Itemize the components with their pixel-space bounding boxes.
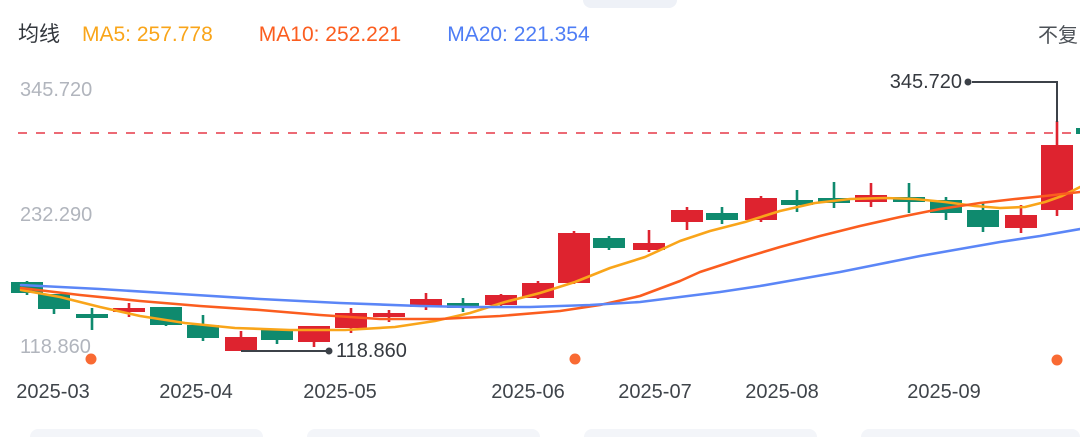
next-candle-edge-tick <box>1076 128 1080 134</box>
candle-body-10 <box>373 313 405 317</box>
low-annotation-dot <box>325 347 333 355</box>
candle-body-7 <box>261 330 293 340</box>
ma-line-MA5 <box>19 185 1080 332</box>
low-price-annotation: 118.860 <box>336 340 407 362</box>
y-axis-label-0: 345.720 <box>20 79 93 101</box>
ma-legend-title: 均线 <box>18 23 60 46</box>
candle-body-15 <box>558 233 590 283</box>
x-axis-label-2025-03: 2025-03 <box>16 381 90 403</box>
candle-body-28 <box>1041 145 1073 210</box>
candle-body-17 <box>633 243 665 250</box>
x-axis-label-2025-09: 2025-09 <box>907 381 981 403</box>
bottom-pill-button-3[interactable] <box>861 429 1080 437</box>
x-axis-label-2025-06: 2025-06 <box>491 381 565 403</box>
high-annotation-connector <box>972 81 1058 122</box>
candle-body-19 <box>706 213 738 220</box>
high-price-annotation: 345.720 <box>889 71 962 93</box>
candle-body-26 <box>967 210 999 227</box>
candle-body-18 <box>671 210 703 222</box>
ma-legend: 均线 MA5: 257.778 MA10: 252.221 MA20: 221.… <box>18 23 636 47</box>
candle-body-11 <box>410 299 442 307</box>
candle-body-8 <box>298 326 330 342</box>
bottom-pill-button-0[interactable] <box>30 429 263 437</box>
candle-body-12 <box>447 303 479 308</box>
x-axis-label-2025-05: 2025-05 <box>303 381 377 403</box>
candle-body-6 <box>225 337 257 351</box>
ma-line-MA20 <box>19 227 1080 309</box>
x-axis-label-2025-07: 2025-07 <box>618 381 692 403</box>
ma-line-MA10 <box>19 190 1080 321</box>
candle-body-27 <box>1005 215 1037 228</box>
adjust-mode-button[interactable]: 不复 <box>1038 25 1078 47</box>
x-axis-label-2025-04: 2025-04 <box>159 381 233 403</box>
bottom-pill-button-2[interactable] <box>584 429 817 437</box>
event-marker-dot-1 <box>569 353 581 365</box>
candle-body-13 <box>485 295 517 305</box>
y-axis-label-1: 232.290 <box>20 204 93 226</box>
ma5-value: MA5: 257.778 <box>82 23 213 46</box>
ma20-value: MA20: 221.354 <box>447 23 590 46</box>
bottom-pill-button-1[interactable] <box>307 429 540 437</box>
event-marker-dot-2 <box>1051 354 1063 366</box>
candle-body-5 <box>187 325 219 338</box>
ma10-value: MA10: 252.221 <box>258 23 402 46</box>
candle-body-3 <box>113 308 145 312</box>
candle-body-2 <box>76 314 108 318</box>
event-marker-dot-0 <box>85 353 97 365</box>
candle-body-21 <box>781 200 813 205</box>
y-axis-label-2: 118.860 <box>20 336 91 358</box>
high-annotation-dot <box>964 78 972 86</box>
candle-body-16 <box>593 238 625 248</box>
x-axis-label-2025-08: 2025-08 <box>745 381 819 403</box>
top-pill-decoration <box>583 0 677 8</box>
